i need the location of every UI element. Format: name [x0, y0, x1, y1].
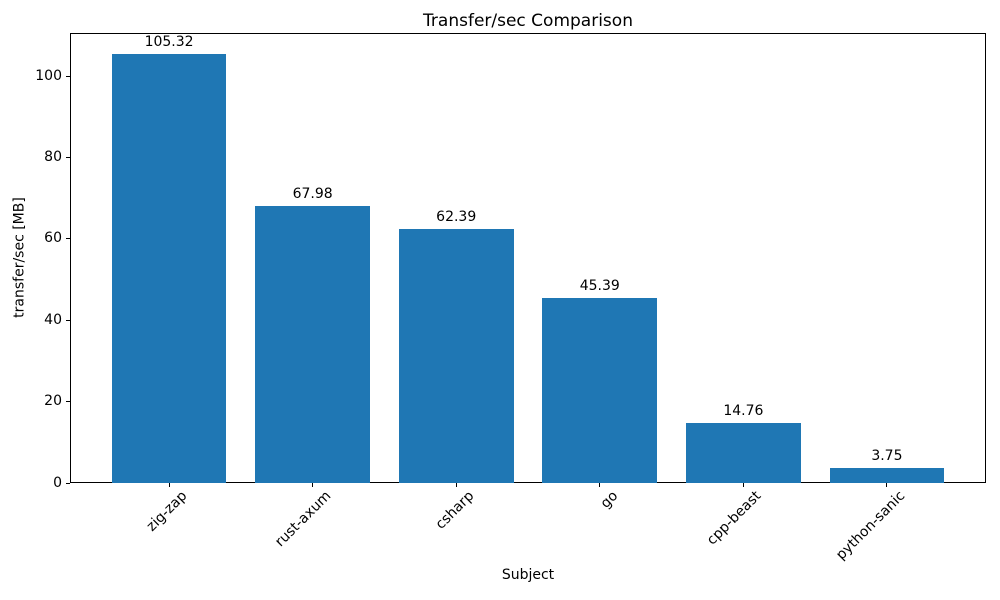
y-tick-mark	[66, 75, 70, 77]
y-tick-mark	[66, 482, 70, 484]
x-axis-label: Subject	[501, 567, 555, 583]
bar-zig-zap	[111, 54, 227, 483]
bar-value-label: 67.98	[292, 186, 333, 203]
x-tick-mark	[455, 483, 457, 487]
bar-rust-axum	[255, 206, 371, 483]
y-tick-label: 40	[44, 311, 62, 328]
bar-python-sanic	[829, 467, 945, 483]
bar-value-label: 62.39	[436, 209, 477, 226]
bar-cpp-beast	[685, 422, 801, 483]
bar-value-label: 105.32	[144, 34, 194, 51]
bar-value-label: 3.75	[871, 447, 903, 464]
y-axis-label: transfer/sec [MB]	[11, 197, 28, 318]
x-tick-mark	[886, 483, 888, 487]
y-tick-mark	[66, 238, 70, 240]
y-tick-label: 60	[44, 230, 62, 247]
x-tick-mark	[599, 483, 601, 487]
chart-title: Transfer/sec Comparison	[423, 11, 633, 31]
y-tick-mark	[66, 401, 70, 403]
y-tick-label: 20	[44, 393, 62, 410]
y-tick-label: 80	[44, 148, 62, 165]
x-tick-mark	[168, 483, 170, 487]
bar-go	[542, 298, 658, 483]
y-tick-label: 0	[53, 474, 62, 491]
y-tick-mark	[66, 156, 70, 158]
bar-value-label: 45.39	[579, 278, 620, 295]
x-tick-mark	[312, 483, 314, 487]
y-tick-mark	[66, 319, 70, 321]
bar-value-label: 14.76	[723, 402, 764, 419]
bar-csharp	[398, 229, 514, 483]
x-tick-mark	[742, 483, 744, 487]
plot-area	[70, 33, 986, 483]
y-tick-label: 100	[35, 67, 62, 84]
